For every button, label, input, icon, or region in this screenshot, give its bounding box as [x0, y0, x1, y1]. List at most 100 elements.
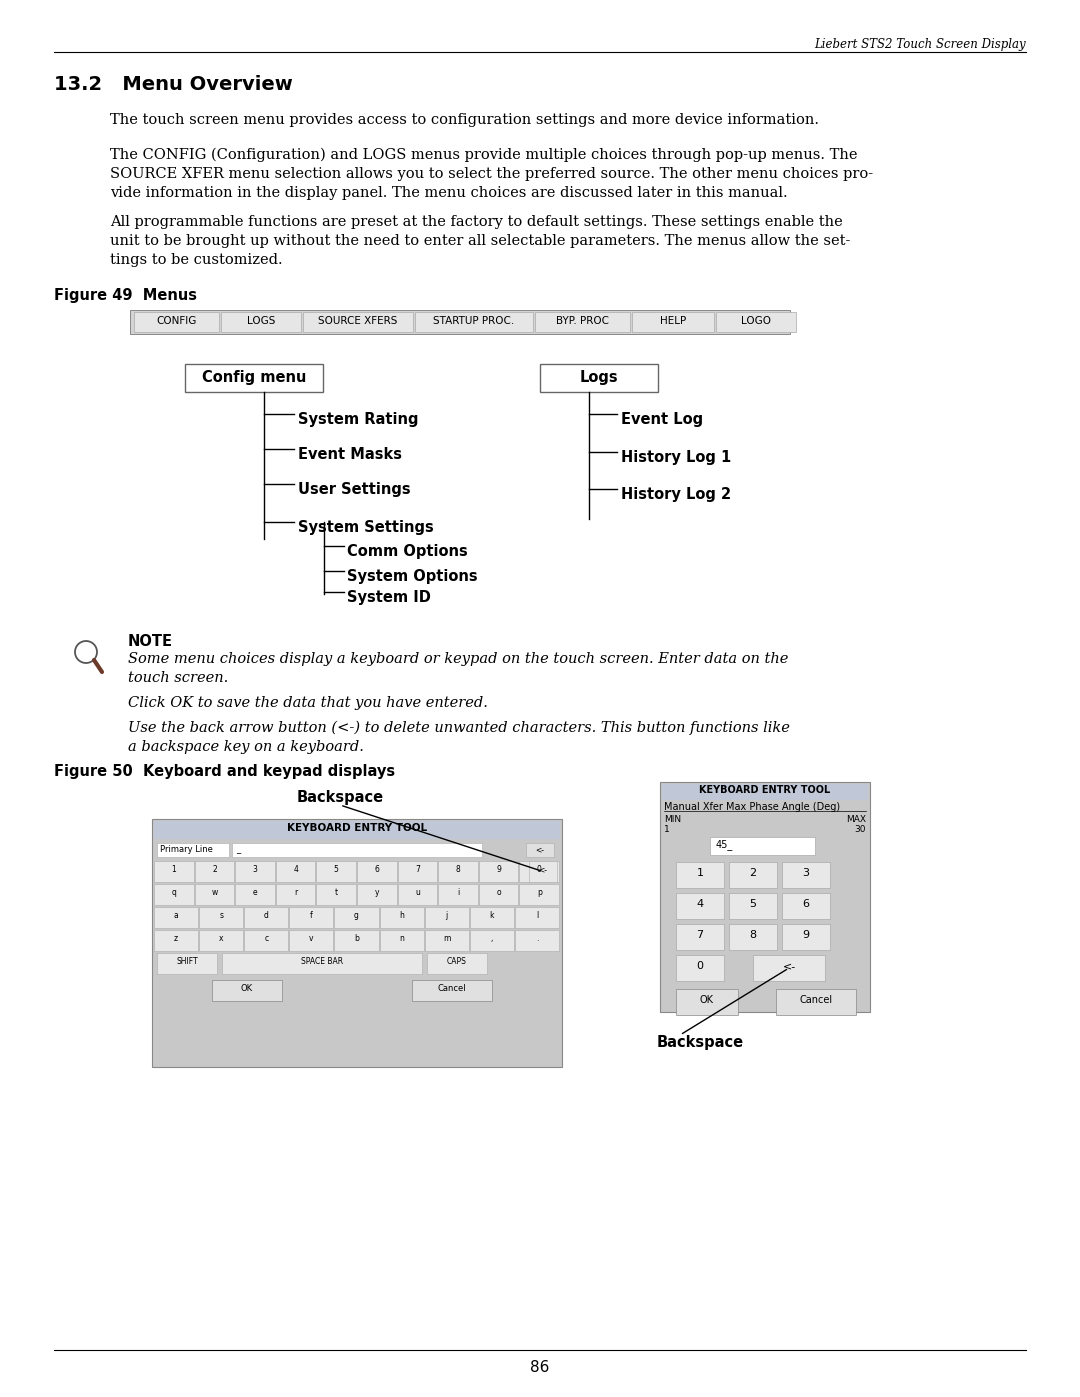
Text: f: f — [310, 911, 313, 921]
Bar — [289, 930, 334, 951]
Text: 5: 5 — [750, 900, 756, 909]
Bar — [316, 884, 356, 905]
Bar — [335, 930, 379, 951]
Bar — [660, 782, 870, 1011]
Text: NOTE: NOTE — [129, 634, 173, 650]
Text: Manual Xfer Max Phase Angle (Deg): Manual Xfer Max Phase Angle (Deg) — [664, 802, 840, 812]
Text: History Log 2: History Log 2 — [621, 488, 731, 502]
Text: Backspace: Backspace — [296, 789, 383, 805]
Text: <-: <- — [539, 865, 548, 875]
Text: SHIFT: SHIFT — [176, 957, 198, 965]
Text: Primary Line: Primary Line — [160, 845, 213, 854]
Text: System Rating: System Rating — [298, 412, 419, 427]
Text: Event Log: Event Log — [621, 412, 703, 427]
Bar — [519, 884, 559, 905]
Text: 5: 5 — [334, 865, 339, 875]
Text: 6: 6 — [802, 900, 810, 909]
Text: Liebert STS2 Touch Screen Display: Liebert STS2 Touch Screen Display — [814, 38, 1026, 52]
Text: History Log 1: History Log 1 — [621, 450, 731, 465]
Bar — [194, 884, 234, 905]
Text: User Settings: User Settings — [298, 482, 410, 497]
Text: _: _ — [237, 845, 240, 854]
Text: 45_: 45_ — [716, 840, 733, 849]
Text: 9: 9 — [802, 930, 810, 940]
Text: j: j — [446, 911, 448, 921]
Text: 1: 1 — [664, 826, 670, 834]
Text: s: s — [219, 911, 224, 921]
Bar — [540, 365, 658, 393]
Bar — [753, 956, 825, 981]
Bar — [716, 312, 796, 332]
Text: LOGO: LOGO — [741, 316, 771, 326]
Text: Some menu choices display a keyboard or keypad on the touch screen. Enter data o: Some menu choices display a keyboard or … — [129, 652, 788, 666]
Text: touch screen.: touch screen. — [129, 671, 228, 685]
Bar — [424, 930, 469, 951]
Text: CONFIG: CONFIG — [157, 316, 197, 326]
Text: <-: <- — [536, 845, 544, 854]
Bar — [470, 907, 514, 928]
Text: z: z — [174, 935, 178, 943]
Text: OK: OK — [241, 983, 253, 993]
Text: 8: 8 — [456, 865, 460, 875]
Text: y: y — [375, 888, 379, 897]
Text: 7: 7 — [415, 865, 420, 875]
Bar — [729, 923, 777, 950]
Bar — [235, 884, 274, 905]
Text: KEYBOARD ENTRY TOOL: KEYBOARD ENTRY TOOL — [287, 823, 427, 833]
Bar — [415, 312, 534, 332]
Text: 13.2   Menu Overview: 13.2 Menu Overview — [54, 75, 293, 94]
Bar — [221, 312, 301, 332]
Text: SPACE BAR: SPACE BAR — [301, 957, 343, 965]
Bar — [729, 893, 777, 919]
Text: All programmable functions are preset at the factory to default settings. These : All programmable functions are preset at… — [110, 215, 842, 229]
Text: w: w — [212, 888, 217, 897]
Text: a backspace key on a keyboard.: a backspace key on a keyboard. — [129, 740, 364, 754]
Bar — [478, 861, 518, 882]
Text: 4: 4 — [697, 900, 703, 909]
Text: m: m — [443, 935, 450, 943]
Text: d: d — [264, 911, 269, 921]
Bar — [676, 956, 724, 981]
Bar — [438, 861, 477, 882]
Bar — [397, 884, 437, 905]
Text: t: t — [335, 888, 338, 897]
Bar — [632, 312, 714, 332]
Text: 9: 9 — [496, 865, 501, 875]
Text: Figure 49  Menus: Figure 49 Menus — [54, 288, 197, 303]
Bar — [729, 862, 777, 888]
Bar — [676, 923, 724, 950]
Text: LOGS: LOGS — [247, 316, 275, 326]
Text: System Options: System Options — [347, 569, 477, 584]
Bar — [199, 930, 243, 951]
Text: <-: <- — [782, 961, 796, 971]
Text: Cancel: Cancel — [437, 983, 467, 993]
Text: v: v — [309, 935, 313, 943]
Text: 30: 30 — [854, 826, 866, 834]
Text: Event Masks: Event Masks — [298, 447, 402, 462]
Text: n: n — [400, 935, 404, 943]
Text: 86: 86 — [530, 1361, 550, 1375]
Text: Click OK to save the data that you have entered.: Click OK to save the data that you have … — [129, 696, 488, 710]
Text: The touch screen menu provides access to configuration settings and more device : The touch screen menu provides access to… — [110, 113, 819, 127]
Bar — [526, 842, 554, 856]
Text: o: o — [497, 888, 501, 897]
Bar — [154, 907, 198, 928]
Bar — [235, 861, 274, 882]
Text: Backspace: Backspace — [657, 1035, 743, 1051]
Text: MIN: MIN — [664, 814, 681, 824]
Bar — [185, 365, 323, 393]
Text: SOURCE XFERS: SOURCE XFERS — [319, 316, 397, 326]
Bar — [519, 861, 559, 882]
Bar — [244, 907, 288, 928]
Text: HELP: HELP — [660, 316, 686, 326]
Text: CAPS: CAPS — [447, 957, 467, 965]
Bar — [478, 884, 518, 905]
Text: STARTUP PROC.: STARTUP PROC. — [433, 316, 515, 326]
Bar — [427, 953, 487, 974]
Bar — [199, 907, 243, 928]
Text: 0: 0 — [697, 961, 703, 971]
Text: Config menu: Config menu — [202, 370, 307, 386]
Text: Figure 50  Keyboard and keypad displays: Figure 50 Keyboard and keypad displays — [54, 764, 395, 780]
Bar — [515, 930, 559, 951]
Bar — [515, 907, 559, 928]
